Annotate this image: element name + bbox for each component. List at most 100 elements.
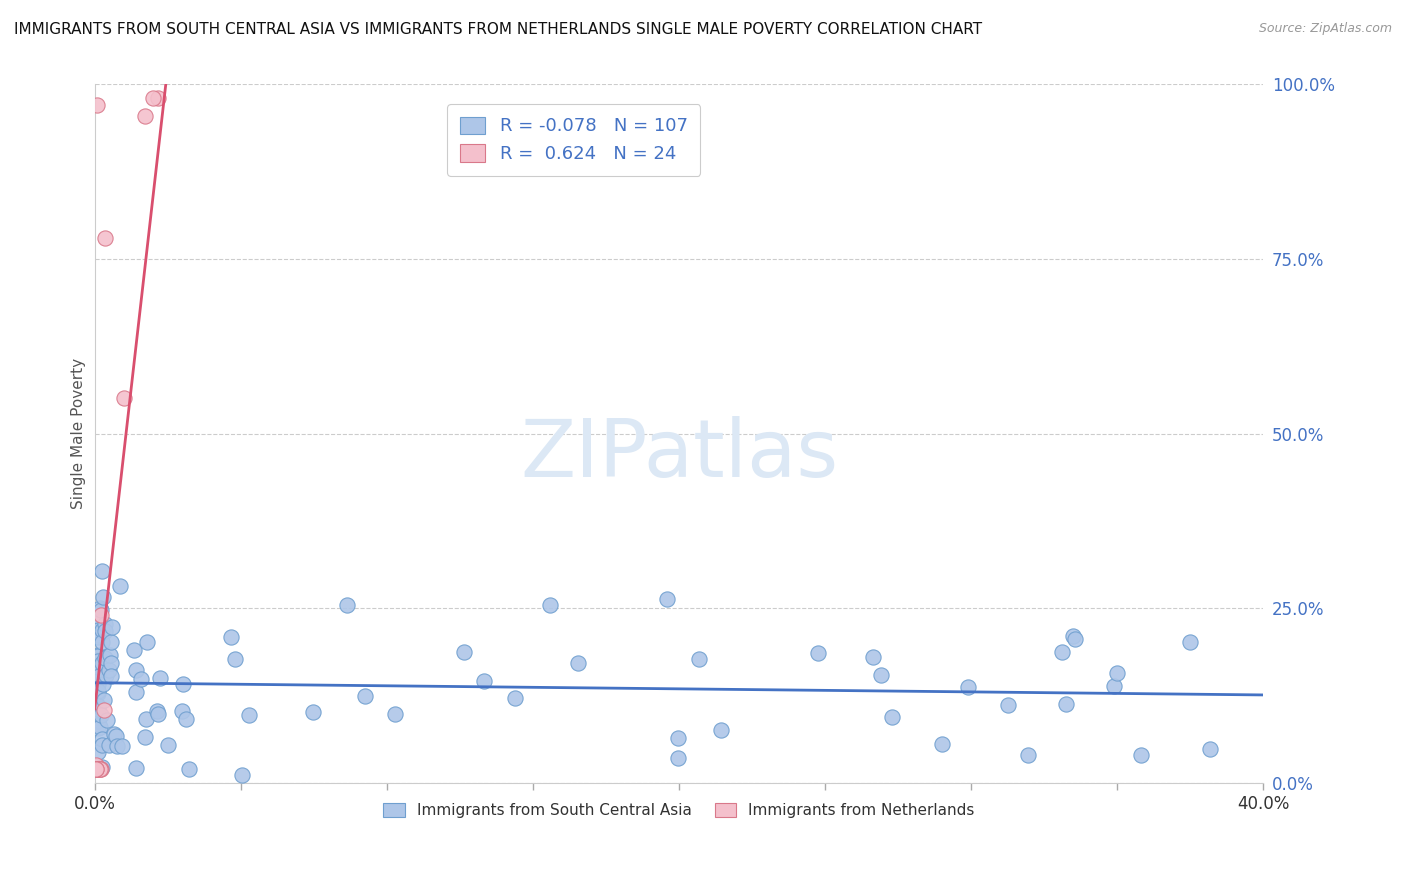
- Point: [219, 630, 242, 644]
- Point: [86, 745, 108, 759]
- Point: [688, 652, 710, 666]
- Point: [136, 635, 159, 649]
- Point: [89, 600, 111, 615]
- Point: [1054, 697, 1077, 711]
- Point: [86, 648, 108, 663]
- Point: [384, 707, 406, 722]
- Point: [107, 739, 129, 753]
- Point: [90, 608, 112, 623]
- Point: [503, 690, 526, 705]
- Point: [86, 677, 108, 691]
- Point: [1178, 635, 1201, 649]
- Point: [997, 698, 1019, 713]
- Point: [103, 727, 125, 741]
- Point: [89, 762, 111, 776]
- Point: [86, 714, 108, 729]
- Point: [142, 91, 165, 105]
- Legend: Immigrants from South Central Asia, Immigrants from Netherlands: Immigrants from South Central Asia, Immi…: [377, 797, 981, 824]
- Point: [1062, 629, 1084, 643]
- Point: [93, 703, 115, 717]
- Point: [84, 762, 107, 776]
- Point: [149, 671, 172, 685]
- Point: [87, 668, 110, 682]
- Point: [655, 591, 678, 606]
- Text: ZIPatlas: ZIPatlas: [520, 416, 838, 493]
- Point: [135, 712, 157, 726]
- Point: [93, 617, 115, 632]
- Point: [87, 654, 110, 668]
- Point: [100, 634, 122, 648]
- Point: [111, 739, 134, 753]
- Point: [84, 762, 107, 776]
- Point: [86, 683, 108, 698]
- Point: [174, 712, 197, 726]
- Point: [86, 648, 108, 662]
- Point: [122, 643, 145, 657]
- Point: [101, 620, 124, 634]
- Point: [86, 616, 108, 631]
- Point: [84, 762, 107, 776]
- Point: [170, 704, 193, 718]
- Point: [93, 590, 115, 604]
- Point: [86, 717, 108, 731]
- Point: [134, 109, 156, 123]
- Point: [89, 720, 111, 734]
- Point: [146, 91, 169, 105]
- Point: [84, 762, 107, 776]
- Point: [157, 739, 180, 753]
- Point: [134, 730, 156, 744]
- Point: [124, 685, 146, 699]
- Point: [453, 645, 475, 659]
- Point: [100, 648, 122, 662]
- Point: [86, 628, 108, 642]
- Point: [86, 762, 108, 776]
- Point: [108, 579, 131, 593]
- Point: [1102, 679, 1125, 693]
- Point: [90, 760, 112, 774]
- Point: [86, 718, 108, 732]
- Point: [86, 702, 108, 716]
- Point: [91, 635, 114, 649]
- Point: [238, 708, 260, 723]
- Point: [94, 651, 117, 665]
- Point: [1198, 742, 1220, 756]
- Point: [301, 705, 323, 719]
- Point: [100, 656, 122, 670]
- Point: [124, 663, 146, 677]
- Point: [90, 762, 112, 776]
- Point: [86, 762, 108, 776]
- Point: [931, 737, 953, 751]
- Point: [870, 668, 893, 682]
- Point: [90, 708, 112, 723]
- Point: [146, 704, 169, 718]
- Point: [84, 762, 107, 776]
- Point: [84, 762, 107, 776]
- Point: [94, 231, 117, 245]
- Point: [84, 762, 107, 776]
- Point: [354, 689, 377, 703]
- Point: [172, 677, 194, 691]
- Point: [84, 762, 107, 776]
- Point: [710, 723, 733, 738]
- Point: [807, 646, 830, 660]
- Point: [93, 692, 115, 706]
- Point: [112, 392, 135, 406]
- Point: [1130, 748, 1153, 763]
- Point: [91, 676, 114, 690]
- Point: [231, 768, 253, 782]
- Point: [86, 630, 108, 644]
- Point: [1107, 665, 1129, 680]
- Point: [84, 762, 107, 776]
- Point: [86, 686, 108, 700]
- Point: [472, 673, 495, 688]
- Point: [146, 706, 169, 721]
- Point: [956, 680, 979, 694]
- Point: [1017, 747, 1039, 762]
- Point: [86, 698, 108, 713]
- Point: [91, 738, 114, 752]
- Point: [98, 663, 121, 677]
- Point: [96, 714, 118, 728]
- Point: [86, 699, 108, 714]
- Point: [86, 623, 108, 637]
- Point: [98, 738, 121, 752]
